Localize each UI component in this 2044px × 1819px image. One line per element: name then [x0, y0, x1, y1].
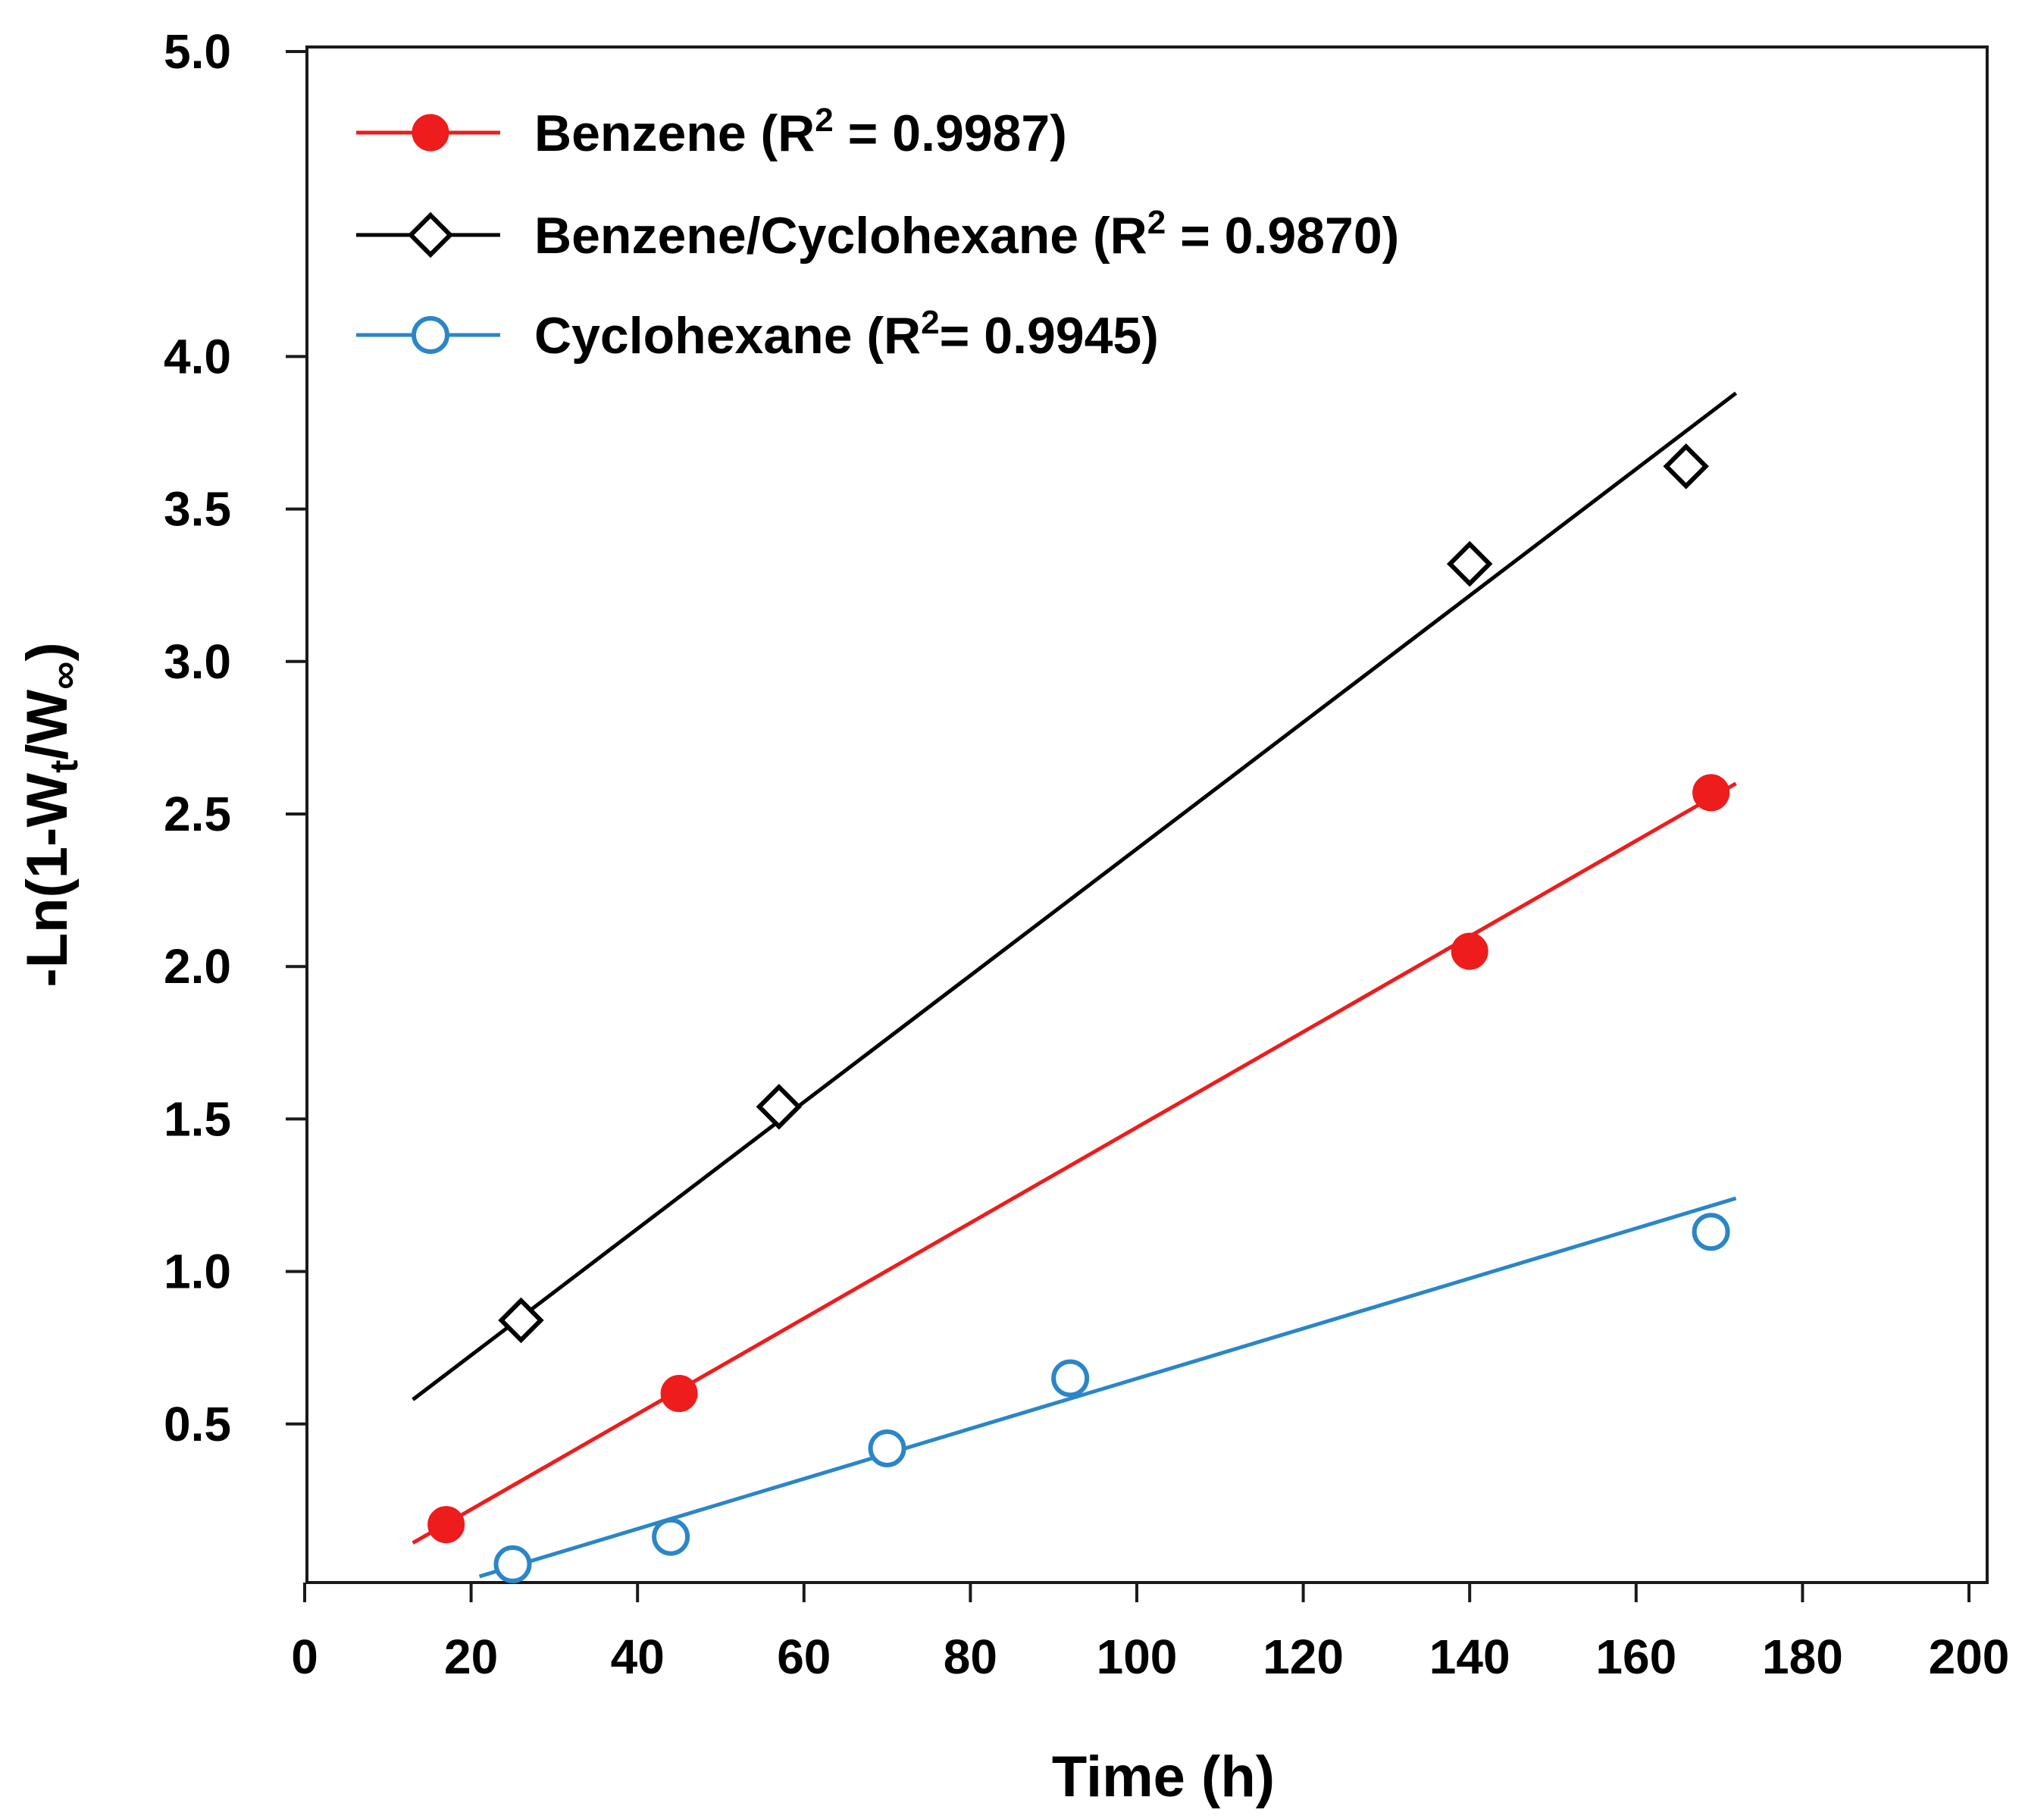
fit-line-benzene: [412, 781, 1737, 1545]
fit-line-cyclohexane: [478, 1196, 1737, 1579]
legend-marker-benzene: [412, 114, 449, 152]
y-axis-title-part: -Ln(1-W: [15, 773, 80, 988]
data-point-benzene: [427, 1506, 465, 1544]
y-axis-title-part: /W: [15, 689, 80, 759]
x-tick-label: 160: [1595, 1630, 1676, 1684]
fit-lines: [412, 391, 1738, 1579]
x-tick-label: 60: [777, 1630, 831, 1684]
x-tick-label: 140: [1429, 1630, 1510, 1684]
x-axis-title: Time (h): [1052, 1745, 1275, 1809]
data-point-benzene-cyclohexane: [1446, 540, 1493, 587]
data-point-cyclohexane: [1051, 1359, 1090, 1398]
x-tick-label: 20: [444, 1630, 498, 1684]
y-tick-label: 1.0: [164, 1244, 231, 1299]
fit-line-benzene-cyclohexane: [412, 391, 1738, 1401]
data-point-cyclohexane: [652, 1517, 690, 1556]
y-tick-label: 0.5: [164, 1397, 231, 1451]
legend: Benzene (R2 = 0.9987) Benzene/Cyclohexane…: [356, 102, 1399, 365]
legend-marker-benzene-cyclohexane: [407, 211, 454, 258]
data-point-benzene: [1692, 774, 1730, 812]
legend-label-benzene-cyclohexane: Benzene/Cyclohexane (R2 = 0.9870): [534, 204, 1399, 265]
y-axis-title-part: ): [15, 642, 80, 661]
x-axis-ticks: 0 20 40 60 80 100 120 140 160 180 200: [291, 1583, 2009, 1684]
y-axis-title: -Ln(1-Wt/W∞): [15, 642, 86, 987]
y-tick-label: 5.0: [164, 24, 231, 79]
data-point-benzene: [1451, 932, 1488, 970]
y-tick-label: 1.5: [164, 1091, 231, 1146]
legend-marker-cyclohexane: [412, 316, 449, 354]
x-tick-label: 40: [611, 1630, 665, 1684]
x-tick-label: 80: [944, 1630, 997, 1684]
y-tick-label: 4.0: [164, 329, 231, 384]
y-axis-ticks: 0.5 1.0 1.5 2.0 2.5 3.0 3.5 4.0 5.0: [164, 24, 307, 1451]
data-point-cyclohexane: [1692, 1213, 1730, 1251]
x-tick-label: 0: [291, 1630, 318, 1684]
x-tick-label: 200: [1929, 1630, 2010, 1684]
x-tick-label: 100: [1097, 1630, 1178, 1684]
y-tick-label: 2.5: [164, 787, 231, 841]
y-axis-title-subscript: t: [42, 760, 86, 773]
y-tick-label: 2.0: [164, 939, 231, 994]
data-point-cyclohexane: [868, 1429, 906, 1467]
y-axis-title-subscript: ∞: [42, 662, 86, 690]
legend-label-cyclohexane: Cyclohexane (R2= 0.9945): [534, 304, 1159, 365]
x-tick-label: 120: [1263, 1630, 1344, 1684]
data-point-cyclohexane: [493, 1545, 532, 1583]
x-tick-label: 180: [1762, 1630, 1843, 1684]
data-point-benzene-cyclohexane: [1663, 443, 1709, 490]
y-tick-label: 3.5: [164, 482, 231, 537]
y-tick-label: 3.0: [164, 634, 231, 689]
data-markers: [427, 443, 1730, 1583]
data-point-benzene-cyclohexane: [498, 1297, 544, 1344]
data-point-benzene-cyclohexane: [756, 1084, 803, 1130]
data-point-benzene: [660, 1375, 698, 1413]
legend-label-benzene: Benzene (R2 = 0.9987): [534, 102, 1067, 162]
